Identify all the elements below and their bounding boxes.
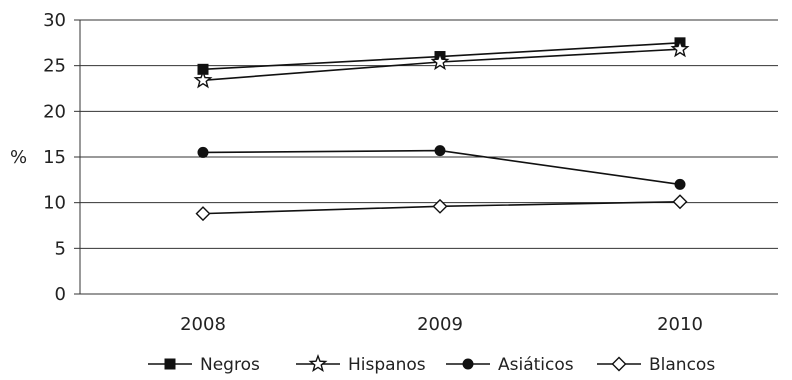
y-axis-label: % (10, 147, 27, 168)
y-tick-label: 20 (43, 101, 66, 122)
data-point (672, 194, 688, 210)
legend-label: Hispanos (348, 355, 426, 375)
y-tick-label: 10 (43, 193, 66, 214)
legend-label: Negros (200, 355, 260, 375)
series-asiáticos (197, 145, 686, 190)
data-point (434, 145, 446, 157)
y-tick-label: 30 (43, 10, 66, 31)
y-tick-label: 15 (43, 147, 66, 168)
x-tick-label: 2010 (657, 314, 703, 335)
legend-marker (611, 356, 627, 372)
legend-item-asiáticos: Asiáticos (446, 355, 574, 375)
data-point (670, 39, 690, 58)
series-hispanos (193, 39, 690, 89)
legend-item-negros: Negros (148, 355, 260, 375)
data-point (674, 178, 686, 190)
legend-marker (308, 354, 328, 373)
x-tick-label: 2008 (180, 314, 226, 335)
legend-marker (462, 358, 474, 370)
legend-label: Asiáticos (498, 355, 574, 375)
y-tick-label: 5 (55, 238, 66, 259)
y-tick-label: 0 (55, 284, 66, 305)
data-point (195, 206, 211, 222)
legend-item-blancos: Blancos (597, 355, 715, 375)
y-tick-label: 25 (43, 56, 66, 77)
legend: Negros Hispanos Asiáticos Blancos (148, 354, 715, 375)
grid-lines (80, 19, 778, 295)
data-point (430, 52, 450, 71)
axes: 0 5 10 15 20 25 30% 2008 2009 2010 (10, 10, 703, 335)
series-blancos (195, 194, 688, 222)
legend-marker (164, 358, 176, 370)
data-point (432, 198, 448, 214)
data-point (197, 146, 209, 158)
legend-label: Blancos (649, 355, 715, 375)
legend-item-hispanos: Hispanos (296, 354, 426, 375)
data-point (193, 70, 213, 89)
series-group (193, 37, 690, 222)
x-tick-label: 2009 (417, 314, 463, 335)
